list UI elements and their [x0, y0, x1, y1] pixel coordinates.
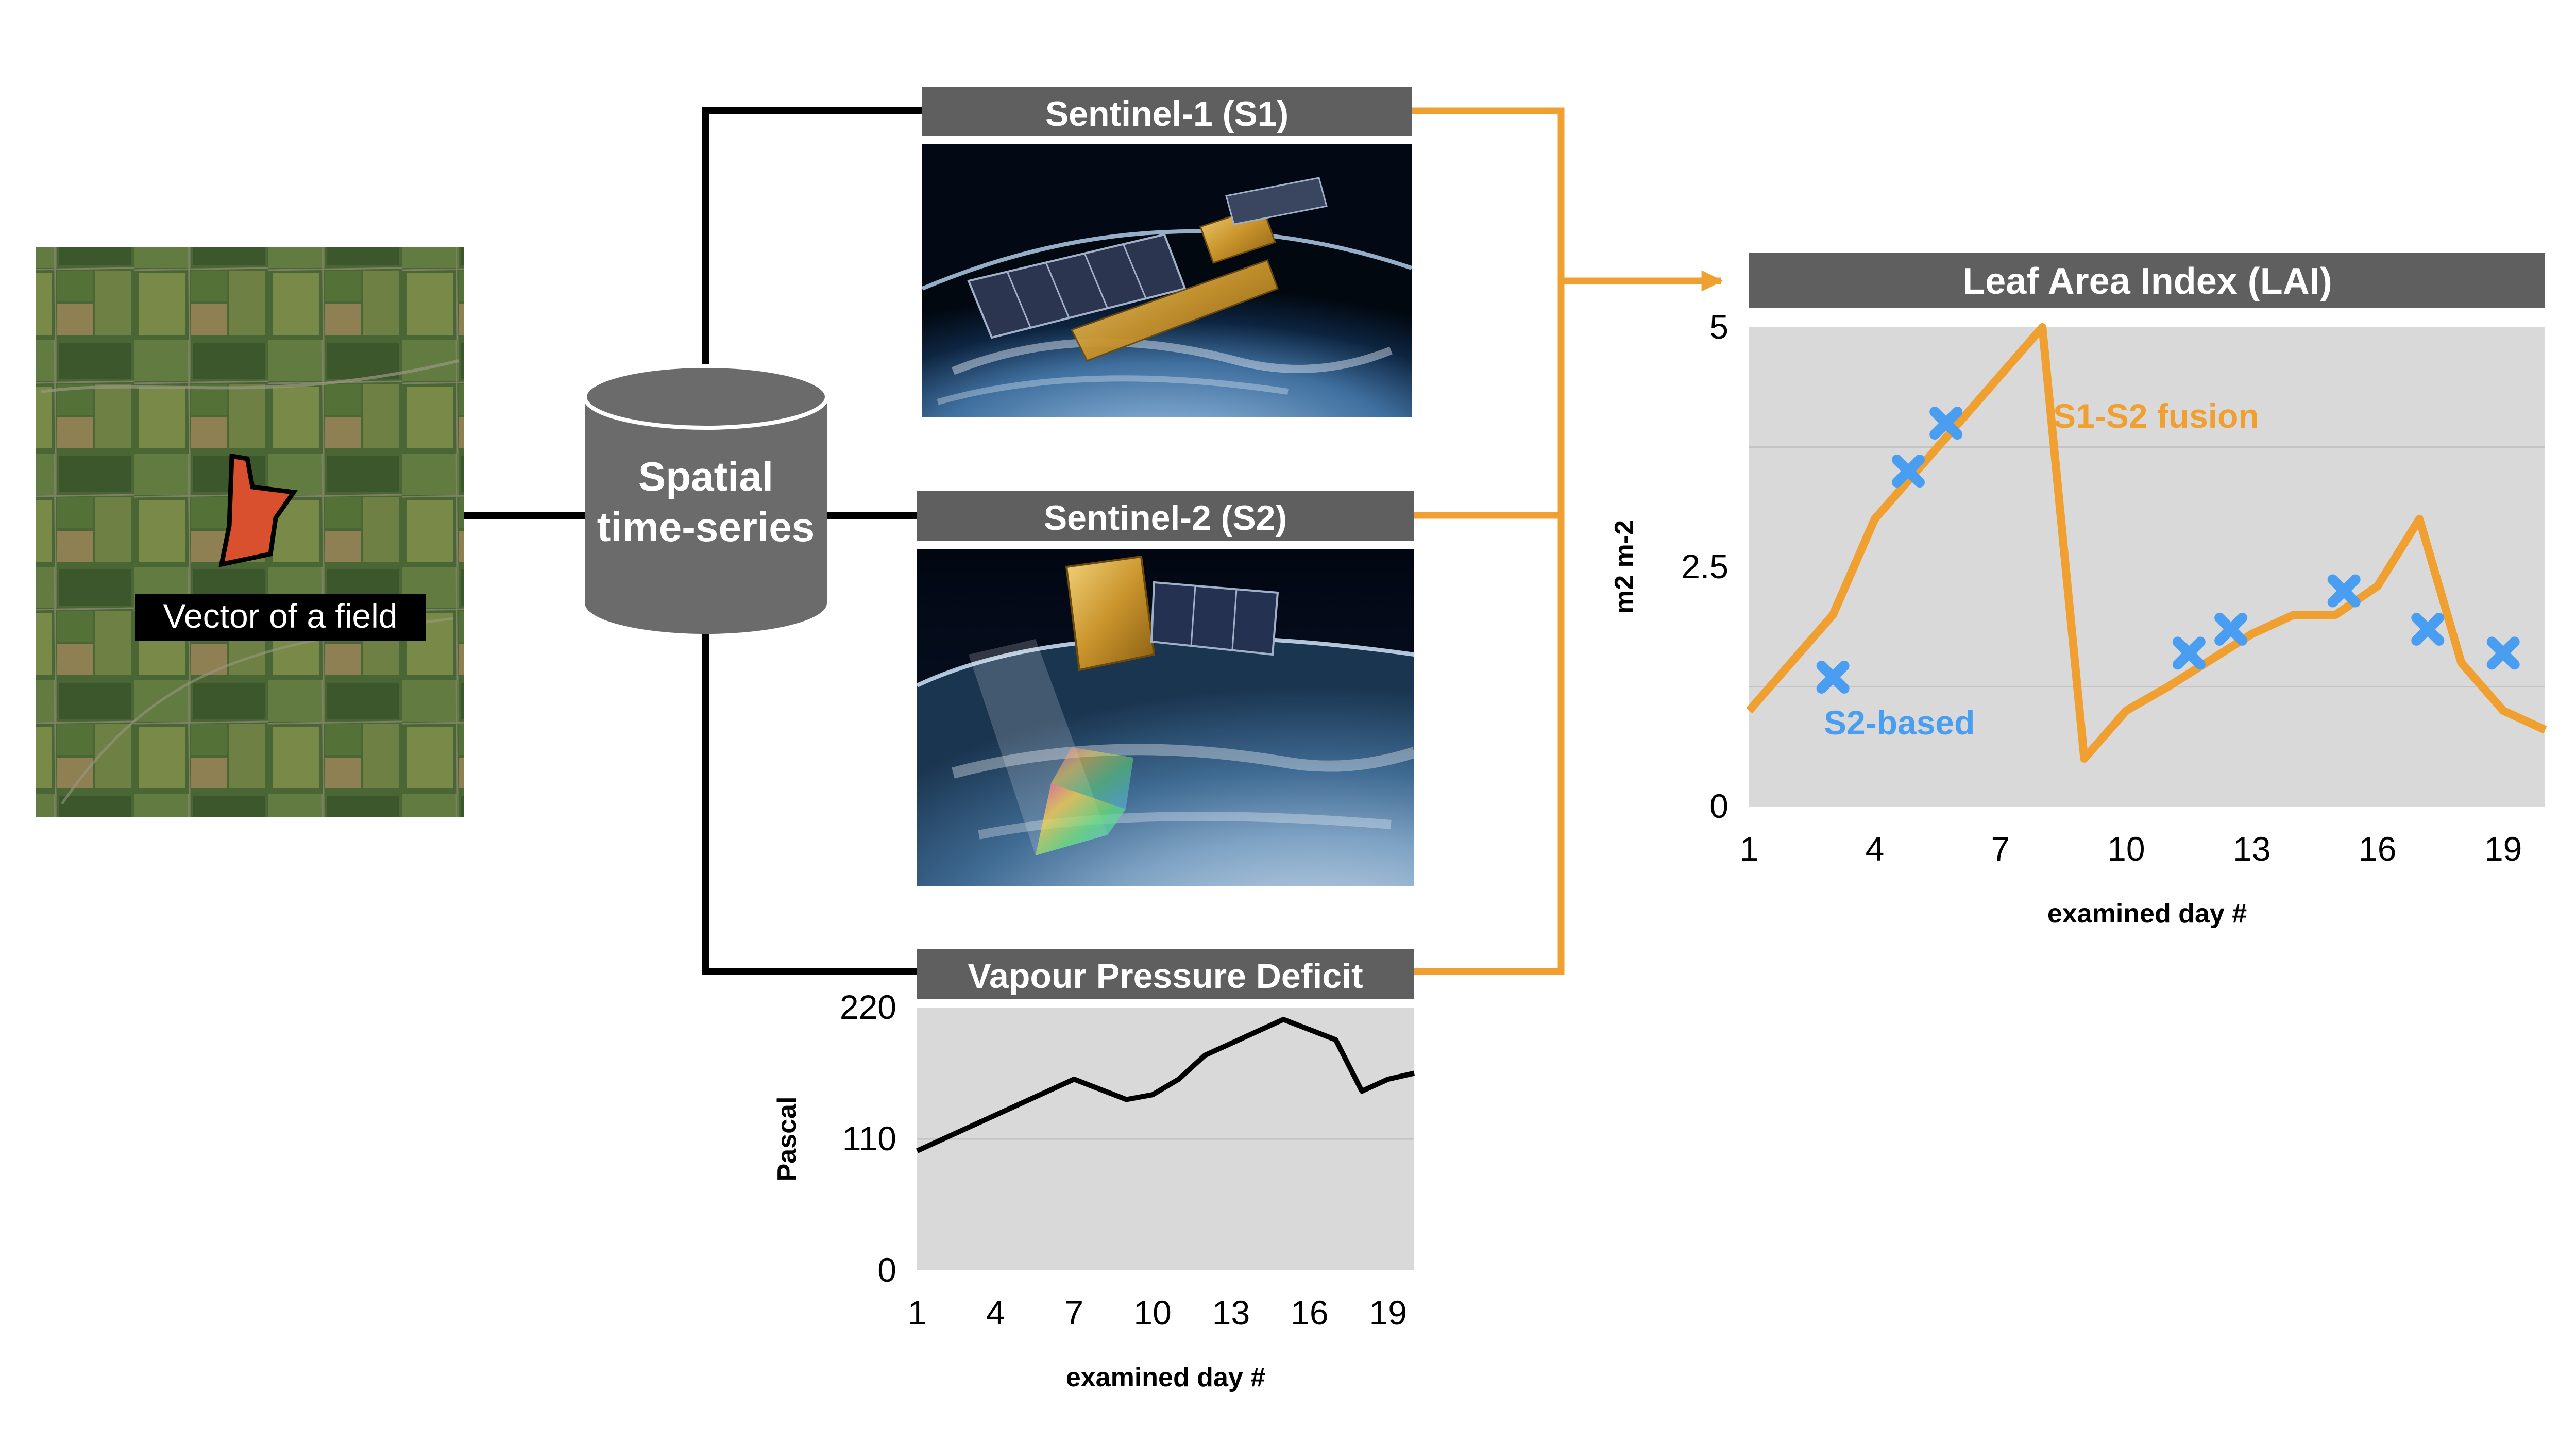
x-tick-label: 10	[1133, 1294, 1171, 1332]
y-tick-label: 220	[840, 988, 896, 1026]
s2-data-point	[2411, 612, 2445, 646]
vpd-chart: 0 110 220 1 4 7 10 13 16 19 examined day # Pascal	[772, 988, 1415, 1392]
lai-header	[1749, 253, 2545, 308]
lai-chart: 0 2.5 5 1 4 7 10 13 16 19 examined day # m2 m-2 S1-S…	[1609, 308, 2547, 929]
sentinel-1-panel: Sentinel-1 (S1)	[921, 87, 1413, 417]
field-label-box	[135, 594, 426, 641]
field-satellite-image: Vector of a field	[36, 247, 464, 817]
x-tick-label: 10	[2107, 830, 2145, 868]
plot-area	[1749, 327, 2545, 807]
x-tick-label: 7	[1064, 1294, 1083, 1332]
x-tick-label: 13	[1212, 1294, 1250, 1332]
lai-fusion-series-line	[1745, 323, 2547, 763]
field-label: Vector of a field	[163, 597, 398, 635]
y-tick-label: 0	[1709, 787, 1728, 825]
s2-data-point	[2214, 612, 2248, 646]
sentinel-2-panel: Sentinel-2 (S2)	[916, 491, 1416, 886]
lai-panel: Leaf Area Index (LAI) 0 2.5 5 1 4 7 10 13 16 19 ex…	[1609, 253, 2547, 929]
db-to-vpd-connector	[702, 613, 922, 975]
sentinel-1-image	[921, 144, 1413, 417]
lai-s2-series-label: S2-based	[1824, 703, 1975, 742]
s2-data-point	[1929, 407, 1963, 440]
x-tick-label: 4	[986, 1294, 1005, 1332]
s2-title: Sentinel-2 (S2)	[1044, 498, 1287, 538]
orange-connectors	[1412, 107, 1723, 975]
field-polygon[interactable]	[218, 453, 298, 567]
y-tick-label: 0	[877, 1251, 896, 1289]
sentinel-2-image	[916, 549, 1416, 886]
x-axis-label: examined day #	[2047, 899, 2247, 929]
x-tick-label: 1	[908, 1294, 927, 1332]
vpd-panel: Vapour Pressure Deficit 0 110 220 1 4 7 10 13 16…	[772, 949, 1415, 1392]
database-label-line1: Spatial	[638, 454, 773, 499]
db-to-s1-connector	[702, 107, 922, 397]
database-label-line2: time-series	[597, 504, 815, 550]
s1-header	[922, 87, 1412, 136]
x-tick-label: 19	[1369, 1294, 1406, 1332]
x-tick-label: 16	[2359, 830, 2396, 868]
y-tick-label: 5	[1709, 308, 1728, 346]
vpd-title: Vapour Pressure Deficit	[968, 957, 1363, 996]
lai-fusion-series-label: S1-S2 fusion	[2053, 397, 2259, 435]
vpd-series-line	[916, 1017, 1415, 1153]
s1-title: Sentinel-1 (S1)	[1045, 94, 1289, 133]
s2-data-point	[2172, 636, 2206, 670]
lai-title: Leaf Area Index (LAI)	[1962, 261, 2332, 302]
s2-data-point	[1816, 660, 1850, 694]
sources-bus-connector	[1412, 107, 1565, 975]
x-tick-label: 19	[2484, 830, 2522, 868]
vpd-header	[917, 949, 1414, 999]
x-tick-label: 16	[1291, 1294, 1328, 1332]
y-tick-label: 2.5	[1681, 547, 1728, 585]
x-axis-label: examined day #	[1066, 1363, 1265, 1392]
s2-data-point	[1892, 455, 1925, 488]
s2-data-point	[2486, 636, 2520, 670]
y-axis-label: m2 m-2	[1609, 520, 1639, 614]
s2-data-point	[2327, 574, 2361, 608]
y-axis-label: Pascal	[772, 1097, 802, 1182]
x-tick-label: 13	[2233, 830, 2270, 868]
y-tick-label: 110	[842, 1119, 896, 1157]
s2-header	[917, 491, 1414, 541]
x-tick-label: 7	[1991, 830, 2010, 868]
x-tick-label: 1	[1740, 830, 1759, 868]
x-tick-label: 4	[1866, 830, 1885, 868]
database-icon: Spatial time-series	[583, 364, 829, 634]
